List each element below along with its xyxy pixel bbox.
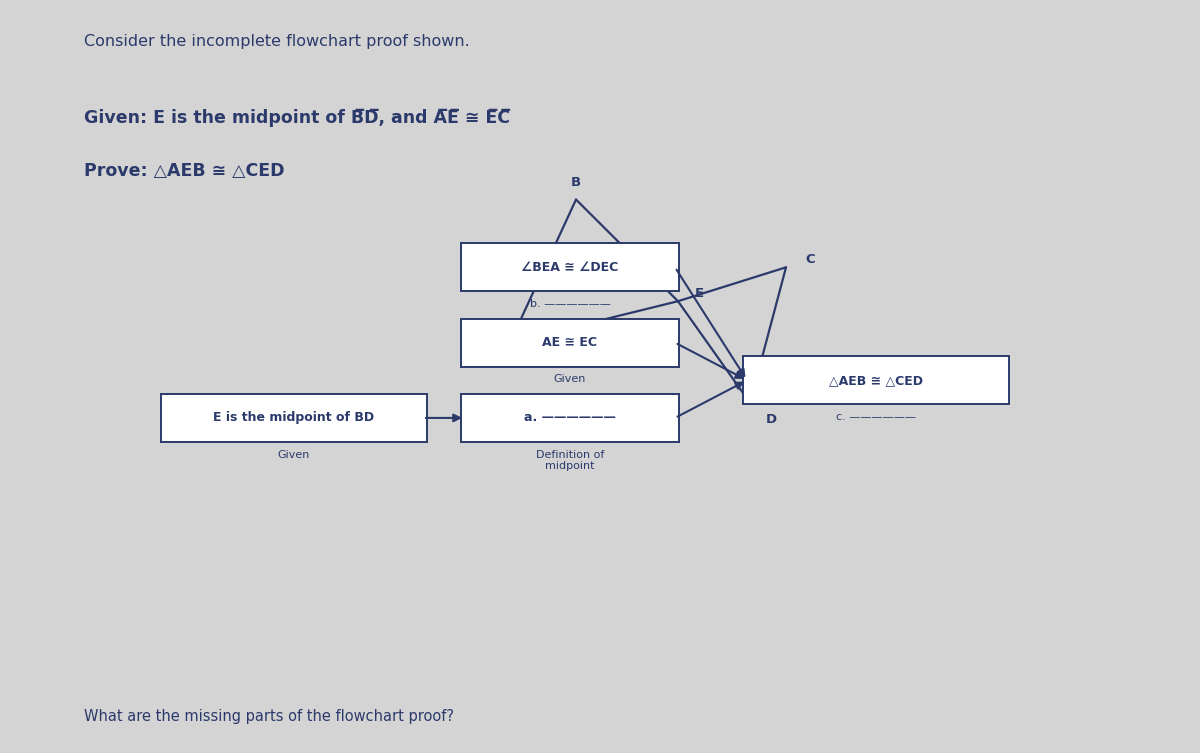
Text: Given: E is the midpoint of B̅D̅, and A̅E̅ ≅ E̅C̅: Given: E is the midpoint of B̅D̅, and A̅… [84,109,510,127]
Text: AE ≅ EC: AE ≅ EC [542,336,598,349]
FancyBboxPatch shape [161,394,427,442]
Text: Prove: △AEB ≅ △CED: Prove: △AEB ≅ △CED [84,162,284,180]
Text: Given: Given [554,374,586,384]
Text: ∠BEA ≅ ∠DEC: ∠BEA ≅ ∠DEC [521,261,619,274]
Text: Given: Given [278,450,310,459]
Text: Definition of
midpoint: Definition of midpoint [536,450,604,471]
Text: Consider the incomplete flowchart proof shown.: Consider the incomplete flowchart proof … [84,34,469,49]
Text: A: A [479,342,488,355]
Text: E: E [695,287,704,300]
Text: C: C [805,253,815,267]
Text: What are the missing parts of the flowchart proof?: What are the missing parts of the flowch… [84,709,454,724]
Text: c. ——————: c. —————— [836,412,916,422]
FancyBboxPatch shape [461,394,679,442]
Text: E is the midpoint of BD: E is the midpoint of BD [214,411,374,425]
Text: b. ——————: b. —————— [529,299,611,309]
Text: D: D [766,413,778,426]
FancyBboxPatch shape [744,356,1008,404]
Text: △AEB ≅ △CED: △AEB ≅ △CED [829,373,923,387]
FancyBboxPatch shape [461,243,679,291]
FancyBboxPatch shape [461,319,679,367]
Text: B: B [571,176,581,190]
Text: a. ——————: a. —————— [524,411,616,425]
